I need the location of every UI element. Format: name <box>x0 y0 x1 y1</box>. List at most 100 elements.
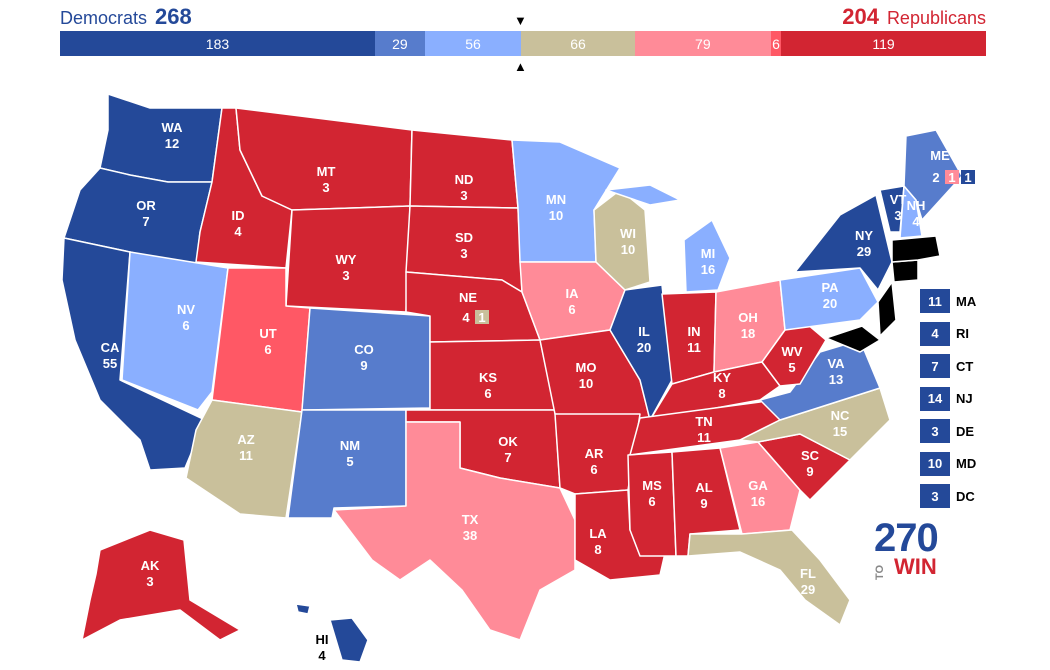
state-ev-tn: 11 <box>697 430 711 445</box>
state-ev-ky: 8 <box>718 386 725 401</box>
state-ev-sd: 3 <box>460 246 467 261</box>
small-state-ri[interactable]: 4 RI <box>920 321 969 346</box>
state-label-al: AL <box>695 480 712 495</box>
small-state-code: DC <box>956 488 975 504</box>
state-hi[interactable] <box>295 603 369 663</box>
small-state-md[interactable]: 10 MD <box>920 451 977 476</box>
state-ev-mt: 3 <box>322 180 329 195</box>
small-state-ct[interactable]: 7 CT <box>920 354 973 378</box>
state-label-ne: NE <box>459 290 477 305</box>
bar-segment-likely-d: 29 <box>374 31 425 56</box>
state-nv[interactable] <box>121 251 229 411</box>
small-state-dc[interactable]: 3 DC <box>920 484 975 508</box>
small-state-code: MD <box>956 456 977 471</box>
state-mi[interactable] <box>605 184 731 293</box>
bar-segment-lean-r: 79 <box>634 31 771 56</box>
state-label-pa: PA <box>821 280 839 295</box>
state-ct[interactable] <box>891 259 919 283</box>
ne-district-box[interactable] <box>475 310 489 324</box>
state-label-wy: WY <box>336 252 357 267</box>
state-label-wi: WI <box>620 226 636 241</box>
state-label-me: ME <box>930 148 950 163</box>
state-nj[interactable] <box>877 281 897 337</box>
state-ev-oh: 18 <box>741 326 755 341</box>
state-ak[interactable] <box>81 529 241 641</box>
state-label-sd: SD <box>455 230 473 245</box>
state-ev-nm: 5 <box>346 454 353 469</box>
state-ev-il: 20 <box>637 340 651 355</box>
small-state-ev: 7 <box>920 354 950 378</box>
logo-number: 270 <box>874 516 939 560</box>
state-ga[interactable] <box>719 441 801 535</box>
state-ev-mn: 10 <box>549 208 563 223</box>
ne-district-ev: 1 <box>478 310 485 325</box>
small-state-nj[interactable]: 14 NJ <box>920 386 973 411</box>
state-label-hi: HI <box>316 632 329 647</box>
state-label-oh: OH <box>738 310 758 325</box>
state-ma[interactable] <box>891 235 941 263</box>
state-ev-fl: 29 <box>801 582 815 597</box>
state-la[interactable] <box>574 489 669 581</box>
electoral-vote-bar: 183 29 56 66 79 6 119 <box>60 31 986 56</box>
state-ev-az: 11 <box>239 448 253 463</box>
me-district-1-ev: 1 <box>964 170 971 185</box>
state-me[interactable] <box>903 129 963 221</box>
270-marker-down-icon: ▼ <box>514 13 527 28</box>
state-ev-in: 11 <box>687 340 701 355</box>
state-label-co: CO <box>354 342 374 357</box>
state-ev-ms: 6 <box>648 494 655 509</box>
state-ev-mi: 16 <box>701 262 715 277</box>
state-ms[interactable] <box>627 451 677 557</box>
state-ev-co: 9 <box>360 358 367 373</box>
state-ev-ne: 4 <box>462 310 470 325</box>
state-label-nm: NM <box>340 438 360 453</box>
state-label-tn: TN <box>695 414 712 429</box>
state-ev-wy: 3 <box>342 268 349 283</box>
state-ev-tx: 38 <box>463 528 477 543</box>
state-label-ia: IA <box>566 286 580 301</box>
state-ev-ks: 6 <box>484 386 491 401</box>
small-state-code: MA <box>956 293 977 309</box>
bar-segment-lean-d: 56 <box>424 31 522 56</box>
state-tx[interactable] <box>333 421 576 641</box>
small-state-ev: 11 <box>920 289 950 313</box>
state-fl[interactable] <box>687 529 851 626</box>
small-state-ev: 10 <box>920 451 950 476</box>
me-district-2-box[interactable] <box>945 170 959 184</box>
state-label-nc: NC <box>831 408 850 423</box>
state-label-nv: NV <box>177 302 195 317</box>
state-label-ak: AK <box>141 558 160 573</box>
state-ev-nv: 6 <box>182 318 189 333</box>
state-ev-ca: 55 <box>103 356 117 371</box>
state-label-il: IL <box>638 324 650 339</box>
logo-to: TO <box>874 564 886 580</box>
state-ca[interactable] <box>61 237 206 471</box>
logo-win: WIN <box>894 554 937 579</box>
state-label-ut: UT <box>259 326 276 341</box>
small-state-code: NJ <box>956 391 973 406</box>
state-ev-ia: 6 <box>568 302 575 317</box>
small-state-ev: 3 <box>920 419 950 443</box>
state-ev-sc: 9 <box>806 464 813 479</box>
state-label-or: OR <box>136 198 156 213</box>
me-district-1-box[interactable] <box>961 170 975 184</box>
state-ev-mo: 10 <box>579 376 593 391</box>
state-md[interactable] <box>825 325 881 353</box>
rep-label: Republicans <box>886 8 986 28</box>
small-state-de[interactable]: 3 DE <box>920 419 974 443</box>
state-ev-id: 4 <box>234 224 242 239</box>
state-ev-or: 7 <box>142 214 149 229</box>
state-label-nd: ND <box>455 172 474 187</box>
state-ev-nd: 3 <box>460 188 467 203</box>
democrats-header: Democrats 268 <box>60 4 192 30</box>
state-pa[interactable] <box>779 267 879 331</box>
state-wa[interactable] <box>99 93 223 183</box>
small-state-ma[interactable]: 11 MA <box>920 289 976 313</box>
small-state-code: DE <box>956 423 975 439</box>
dem-total: 268 <box>155 4 192 29</box>
state-label-wa: WA <box>162 120 184 135</box>
state-label-wv: WV <box>782 344 803 359</box>
state-label-mn: MN <box>546 192 566 207</box>
state-label-mi: MI <box>701 246 715 261</box>
state-label-nh: NH <box>907 198 926 213</box>
